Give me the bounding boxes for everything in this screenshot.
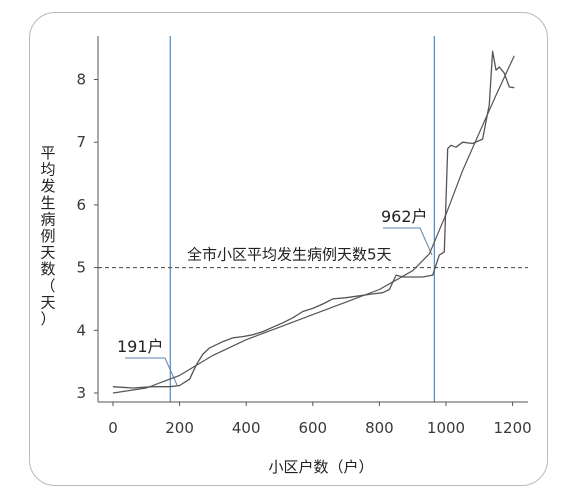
chart-card: [29, 12, 548, 486]
series-line-fitted: [112, 55, 515, 394]
average-reference-label: 全市小区平均发生病例天数5天: [187, 246, 392, 264]
y-axis-label-char: ）: [40, 310, 55, 328]
x-axis-label: 小区户数（户）: [268, 458, 373, 476]
y-axis-label-char: 天: [40, 244, 55, 262]
x-tick-label: 1200: [494, 419, 532, 437]
y-tick-label: 6: [76, 196, 86, 214]
y-axis-label-char: 生: [40, 194, 55, 212]
x-tick-label: 200: [165, 419, 194, 437]
callout-label-191: 191户: [117, 337, 164, 356]
callout-leader-191: [125, 357, 178, 386]
y-tick-label: 8: [76, 71, 86, 89]
callout-leader-962: [383, 227, 433, 256]
y-axis-label-char: （: [40, 277, 55, 295]
x-tick-label: 400: [232, 419, 261, 437]
x-tick-label: 0: [108, 419, 118, 437]
x-tick-label: 1000: [427, 419, 465, 437]
y-axis-label-char: 平: [40, 144, 55, 162]
y-tick-label: 4: [76, 321, 86, 339]
y-axis-label-char: 数: [40, 260, 55, 278]
x-tick-label: 600: [298, 419, 327, 437]
y-tick-label: 5: [76, 259, 86, 277]
y-axis-label-char: 发: [40, 177, 55, 195]
y-axis-label-char: 均: [40, 161, 55, 179]
x-tick-label: 800: [365, 419, 394, 437]
series-line-observed: [112, 50, 515, 389]
y-tick-label: 7: [76, 133, 86, 151]
y-axis-label-char: 例: [40, 227, 55, 245]
y-axis-label-char: 病: [40, 210, 55, 228]
y-tick-label: 3: [76, 384, 86, 402]
y-axis-label-char: 天: [40, 293, 55, 311]
callout-label-962: 962户: [381, 207, 428, 226]
